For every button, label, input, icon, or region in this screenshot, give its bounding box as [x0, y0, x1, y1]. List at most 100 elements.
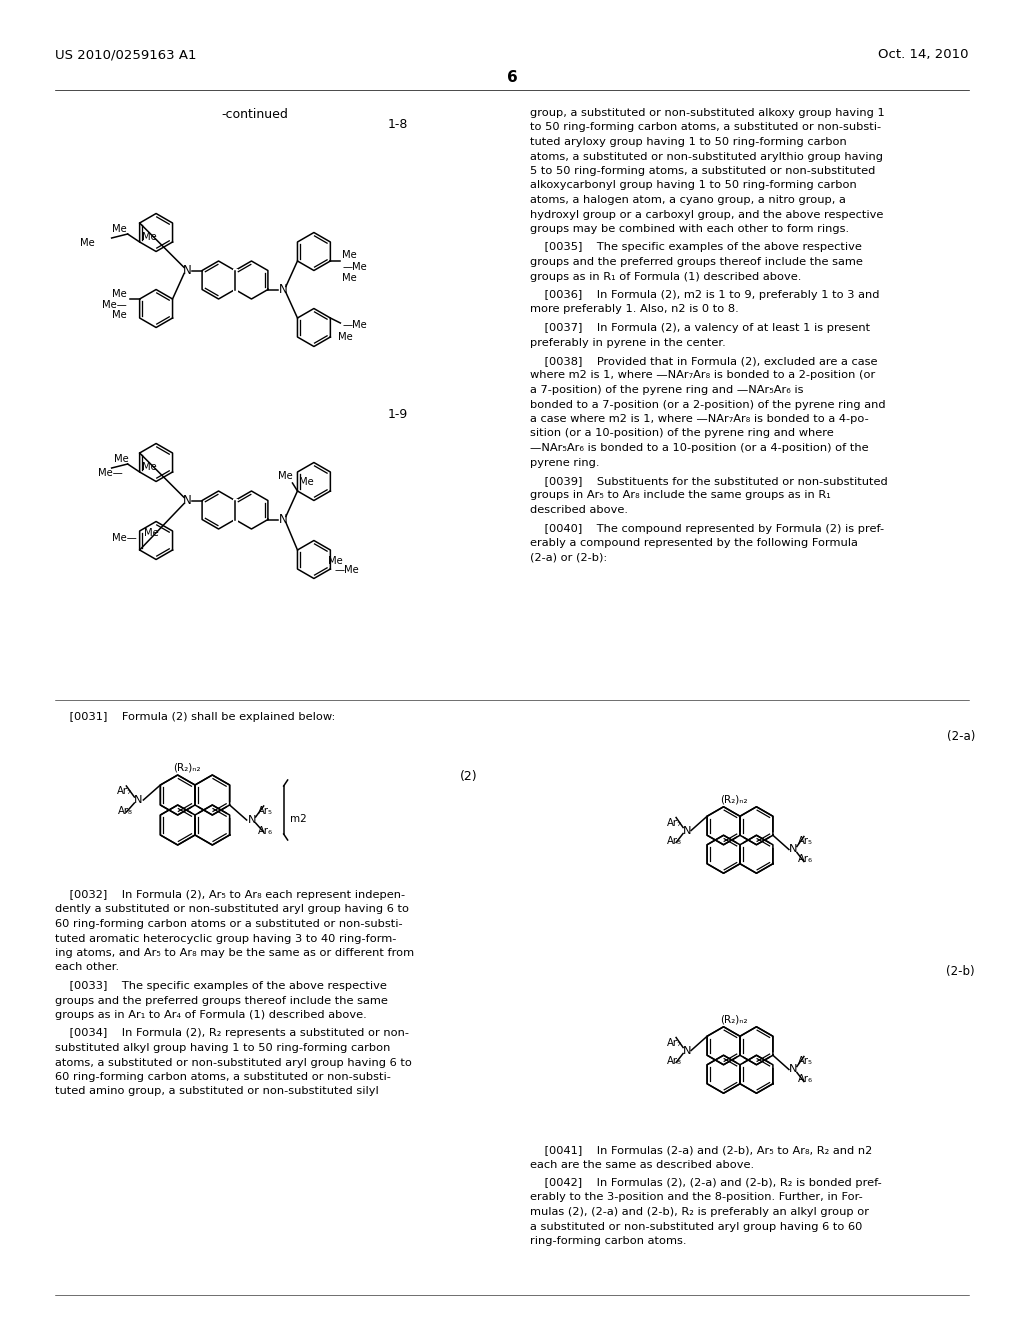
Text: Ar₈: Ar₈	[118, 807, 132, 816]
Text: —Me: —Me	[342, 319, 368, 330]
Text: Ar₇: Ar₇	[667, 817, 682, 828]
Text: [0039]    Substituents for the substituted or non-substituted: [0039] Substituents for the substituted …	[530, 477, 888, 486]
Text: erably to the 3-position and the 8-position. Further, in For-: erably to the 3-position and the 8-posit…	[530, 1192, 863, 1203]
Text: group, a substituted or non-substituted alkoxy group having 1: group, a substituted or non-substituted …	[530, 108, 885, 117]
Text: groups as in R₁ of Formula (1) described above.: groups as in R₁ of Formula (1) described…	[530, 272, 802, 281]
Text: erably a compound represented by the following Formula: erably a compound represented by the fol…	[530, 539, 858, 548]
Text: Oct. 14, 2010: Oct. 14, 2010	[879, 48, 969, 61]
Text: more preferably 1. Also, n2 is 0 to 8.: more preferably 1. Also, n2 is 0 to 8.	[530, 305, 738, 314]
Text: [0032]    In Formula (2), Ar₅ to Ar₈ each represent indepen-: [0032] In Formula (2), Ar₅ to Ar₈ each r…	[55, 890, 406, 900]
Text: Me: Me	[342, 273, 357, 282]
Text: described above.: described above.	[530, 506, 628, 515]
Text: N: N	[182, 494, 191, 507]
Text: tuted aromatic heterocyclic group having 3 to 40 ring-form-: tuted aromatic heterocyclic group having…	[55, 933, 396, 944]
Text: pyrene ring.: pyrene ring.	[530, 458, 599, 467]
Text: N: N	[788, 845, 797, 854]
Text: a case where m2 is 1, where —NAr₇Ar₈ is bonded to a 4-po-: a case where m2 is 1, where —NAr₇Ar₈ is …	[530, 414, 868, 424]
Text: where m2 is 1, where —NAr₇Ar₈ is bonded to a 2-position (or: where m2 is 1, where —NAr₇Ar₈ is bonded …	[530, 371, 876, 380]
Text: (2): (2)	[460, 770, 477, 783]
Text: (R₂)ₙ₂: (R₂)ₙ₂	[720, 1015, 748, 1024]
Text: mulas (2), (2-a) and (2-b), R₂ is preferably an alkyl group or: mulas (2), (2-a) and (2-b), R₂ is prefer…	[530, 1206, 869, 1217]
Text: Me: Me	[80, 238, 94, 248]
Text: dently a substituted or non-substituted aryl group having 6 to: dently a substituted or non-substituted …	[55, 904, 409, 915]
Text: 60 ring-forming carbon atoms, a substituted or non-substi-: 60 ring-forming carbon atoms, a substitu…	[55, 1072, 391, 1082]
Text: Me: Me	[112, 289, 126, 300]
Text: [0037]    In Formula (2), a valency of at least 1 is present: [0037] In Formula (2), a valency of at l…	[530, 323, 870, 333]
Text: 60 ring-forming carbon atoms or a substituted or non-substi-: 60 ring-forming carbon atoms or a substi…	[55, 919, 402, 929]
Text: Me: Me	[141, 462, 157, 473]
Text: Me—: Me—	[101, 300, 126, 310]
Text: ring-forming carbon atoms.: ring-forming carbon atoms.	[530, 1236, 686, 1246]
Text: [0042]    In Formulas (2), (2-a) and (2-b), R₂ is bonded pref-: [0042] In Formulas (2), (2-a) and (2-b),…	[530, 1177, 882, 1188]
Text: Me—: Me—	[97, 469, 123, 478]
Text: Ar₅: Ar₅	[798, 1056, 813, 1067]
Text: Me—: Me—	[112, 533, 136, 543]
Text: Ar₆: Ar₆	[258, 826, 272, 836]
Text: atoms, a halogen atom, a cyano group, a nitro group, a: atoms, a halogen atom, a cyano group, a …	[530, 195, 846, 205]
Text: [0036]    In Formula (2), m2 is 1 to 9, preferably 1 to 3 and: [0036] In Formula (2), m2 is 1 to 9, pre…	[530, 290, 880, 300]
Text: alkoxycarbonyl group having 1 to 50 ring-forming carbon: alkoxycarbonyl group having 1 to 50 ring…	[530, 181, 857, 190]
Text: [0038]    Provided that in Formula (2), excluded are a case: [0038] Provided that in Formula (2), exc…	[530, 356, 878, 366]
Text: [0041]    In Formulas (2-a) and (2-b), Ar₅ to Ar₈, R₂ and n2: [0041] In Formulas (2-a) and (2-b), Ar₅ …	[530, 1144, 872, 1155]
Text: Me: Me	[342, 249, 357, 260]
Text: N: N	[683, 825, 691, 836]
Text: [0035]    The specific examples of the above respective: [0035] The specific examples of the abov…	[530, 243, 862, 252]
Text: tuted amino group, a substituted or non-substituted silyl: tuted amino group, a substituted or non-…	[55, 1086, 379, 1097]
Text: Ar₈: Ar₈	[668, 836, 682, 846]
Text: 5 to 50 ring-forming atoms, a substituted or non-substituted: 5 to 50 ring-forming atoms, a substitute…	[530, 166, 876, 176]
Text: N: N	[134, 795, 142, 805]
Text: a 7-position) of the pyrene ring and —NAr₅Ar₆ is: a 7-position) of the pyrene ring and —NA…	[530, 385, 804, 395]
Text: hydroxyl group or a carboxyl group, and the above respective: hydroxyl group or a carboxyl group, and …	[530, 210, 884, 219]
Text: m2: m2	[290, 814, 306, 824]
Text: Me: Me	[113, 224, 127, 234]
Text: —Me: —Me	[335, 565, 359, 576]
Text: N: N	[182, 264, 191, 277]
Text: N: N	[683, 1045, 691, 1056]
Text: (2-a): (2-a)	[946, 730, 975, 743]
Text: sition (or a 10-position) of the pyrene ring and where: sition (or a 10-position) of the pyrene …	[530, 429, 834, 438]
Text: —Me: —Me	[342, 261, 368, 272]
Text: Me: Me	[328, 556, 343, 566]
Text: N: N	[279, 513, 288, 525]
Text: Me: Me	[299, 477, 314, 487]
Text: N: N	[248, 814, 256, 825]
Text: N: N	[788, 1064, 797, 1074]
Text: each other.: each other.	[55, 962, 119, 973]
Text: [0033]    The specific examples of the above respective: [0033] The specific examples of the abov…	[55, 981, 387, 991]
Text: US 2010/0259163 A1: US 2010/0259163 A1	[55, 48, 197, 61]
Text: bonded to a 7-position (or a 2-position) of the pyrene ring and: bonded to a 7-position (or a 2-position)…	[530, 400, 886, 409]
Text: [0031]    Formula (2) shall be explained below:: [0031] Formula (2) shall be explained be…	[55, 711, 336, 722]
Text: Me: Me	[279, 471, 293, 480]
Text: 6: 6	[507, 70, 517, 84]
Text: (R₂)ₙ₂: (R₂)ₙ₂	[720, 795, 748, 805]
Text: Ar₇: Ar₇	[118, 785, 132, 796]
Text: ing atoms, and Ar₅ to Ar₈ may be the same as or different from: ing atoms, and Ar₅ to Ar₈ may be the sam…	[55, 948, 414, 958]
Text: Ar₇: Ar₇	[667, 1038, 682, 1048]
Text: Ar₅: Ar₅	[798, 837, 813, 846]
Text: groups and the preferred groups thereof include the same: groups and the preferred groups thereof …	[55, 995, 388, 1006]
Text: tuted aryloxy group having 1 to 50 ring-forming carbon: tuted aryloxy group having 1 to 50 ring-…	[530, 137, 847, 147]
Text: (R₂)ₙ₂: (R₂)ₙ₂	[173, 763, 201, 774]
Text: to 50 ring-forming carbon atoms, a substituted or non-substi-: to 50 ring-forming carbon atoms, a subst…	[530, 123, 881, 132]
Text: substituted alkyl group having 1 to 50 ring-forming carbon: substituted alkyl group having 1 to 50 r…	[55, 1043, 390, 1053]
Text: —NAr₅Ar₆ is bonded to a 10-position (or a 4-position) of the: —NAr₅Ar₆ is bonded to a 10-position (or …	[530, 444, 868, 453]
Text: Me: Me	[115, 454, 129, 465]
Text: Ar₅: Ar₅	[258, 807, 272, 816]
Text: Ar₆: Ar₆	[798, 1074, 813, 1085]
Text: [0034]    In Formula (2), R₂ represents a substituted or non-: [0034] In Formula (2), R₂ represents a s…	[55, 1028, 409, 1039]
Text: each are the same as described above.: each are the same as described above.	[530, 1159, 754, 1170]
Text: groups as in Ar₁ to Ar₄ of Formula (1) described above.: groups as in Ar₁ to Ar₄ of Formula (1) d…	[55, 1010, 367, 1020]
Text: Me: Me	[141, 232, 157, 242]
Text: groups and the preferred groups thereof include the same: groups and the preferred groups thereof …	[530, 257, 863, 267]
Text: Me: Me	[112, 310, 126, 319]
Text: (2-a) or (2-b):: (2-a) or (2-b):	[530, 553, 607, 562]
Text: [0040]    The compound represented by Formula (2) is pref-: [0040] The compound represented by Formu…	[530, 524, 884, 533]
Text: -continued: -continued	[221, 108, 289, 121]
Text: Me: Me	[143, 528, 159, 537]
Text: N: N	[279, 282, 288, 296]
Text: 1-8: 1-8	[388, 117, 409, 131]
Text: (2-b): (2-b)	[946, 965, 975, 978]
Text: atoms, a substituted or non-substituted arylthio group having: atoms, a substituted or non-substituted …	[530, 152, 883, 161]
Text: atoms, a substituted or non-substituted aryl group having 6 to: atoms, a substituted or non-substituted …	[55, 1057, 412, 1068]
Text: a substituted or non-substituted aryl group having 6 to 60: a substituted or non-substituted aryl gr…	[530, 1221, 862, 1232]
